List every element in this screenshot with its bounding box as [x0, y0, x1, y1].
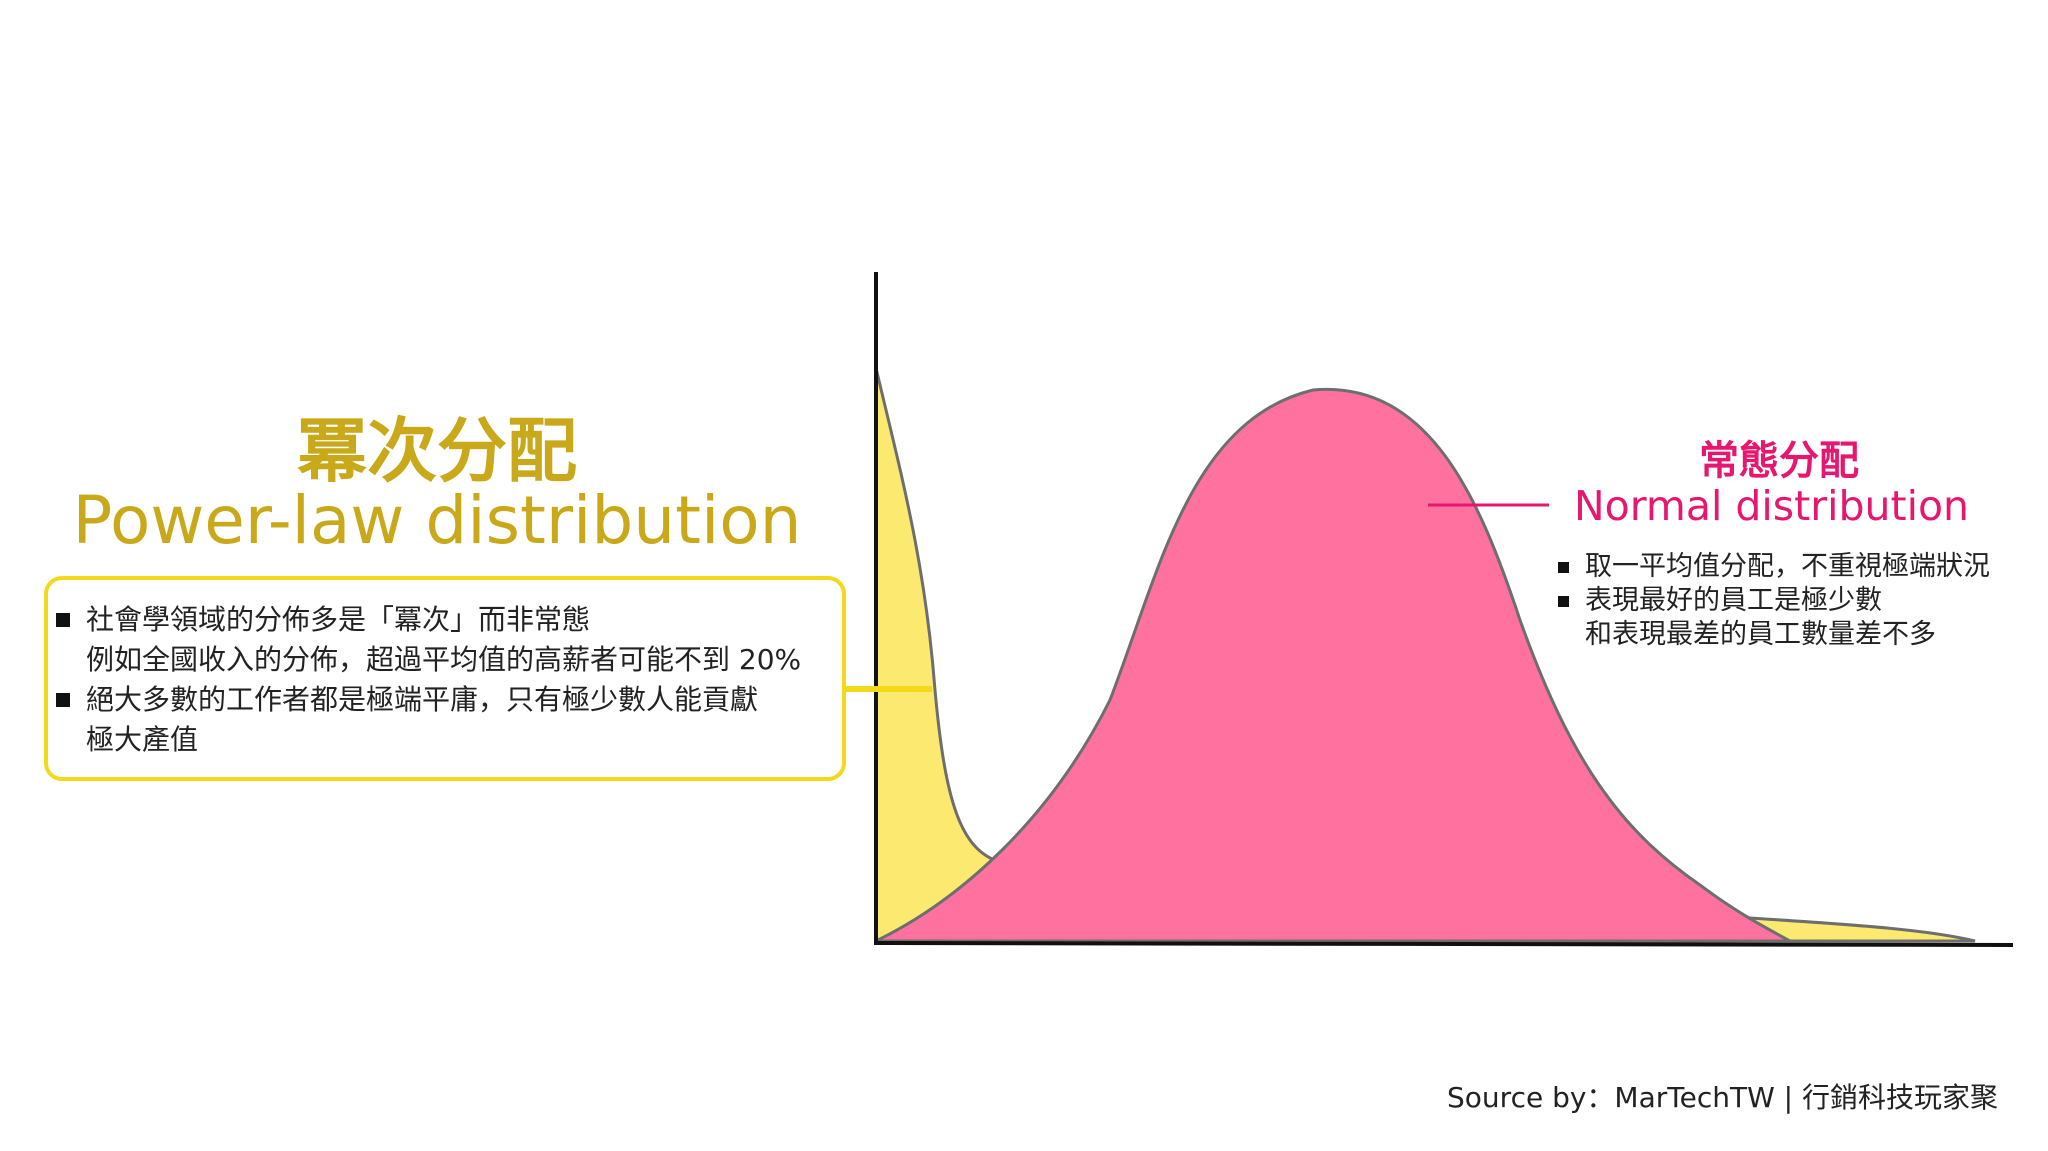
power-law-title-en: Power-law distribution: [72, 482, 802, 559]
bullet-marker: [56, 693, 70, 707]
bullet-line: 表現最好的員工是極少數: [1558, 584, 1990, 618]
bullet-line: 和表現最差的員工數量差不多: [1558, 618, 1990, 652]
bullet-marker: [1558, 561, 1569, 573]
source: Source by：MarTechTW | 行銷科技玩家聚: [1447, 1081, 1998, 1114]
bullet-marker: [56, 613, 70, 627]
bullet-line: 社會學領域的分佈多是「冪次」而非常態: [56, 600, 801, 640]
bullet-text: 取一平均值分配，不重視極端狀況: [1585, 551, 1990, 582]
bullet-text: 表現最好的員工是極少數: [1585, 585, 1882, 616]
power-law-title-zh: 冪次分配: [297, 410, 577, 492]
x-axis: [873, 941, 2014, 947]
bullet-text: 例如全國收入的分佈，超過平均值的高薪者可能不到 20%: [86, 643, 802, 676]
bullet-text: 極大產值: [86, 723, 199, 756]
normal-title-en: Normal distribution: [1574, 482, 1970, 530]
normal-title-zh: 常態分配: [1699, 438, 1859, 484]
normal-bullets: 取一平均值分配，不重視極端狀況 表現最好的員工是極少數 和表現最差的員工數量差不多: [1558, 550, 1990, 652]
bullet-text: 社會學領域的分佈多是「冪次」而非常態: [86, 603, 591, 636]
bullet-line: 取一平均值分配，不重視極端狀況: [1558, 550, 1990, 584]
bullet-line: 絕大多數的工作者都是極端平庸，只有極少數人能貢獻: [56, 680, 801, 720]
bullet-marker: [1558, 595, 1569, 607]
bullet-text: 和表現最差的員工數量差不多: [1585, 619, 1936, 650]
power-law-box: [44, 576, 846, 781]
power-law-bullets: 社會學領域的分佈多是「冪次」而非常態例如全國收入的分佈，超過平均值的高薪者可能不…: [56, 600, 801, 760]
normal-curve: [875, 387, 1791, 943]
bullet-text: 絕大多數的工作者都是極端平庸，只有極少數人能貢獻: [86, 683, 759, 716]
bullet-line: 極大產值: [56, 720, 801, 760]
bullet-line: 例如全國收入的分佈，超過平均值的高薪者可能不到 20%: [56, 640, 801, 680]
